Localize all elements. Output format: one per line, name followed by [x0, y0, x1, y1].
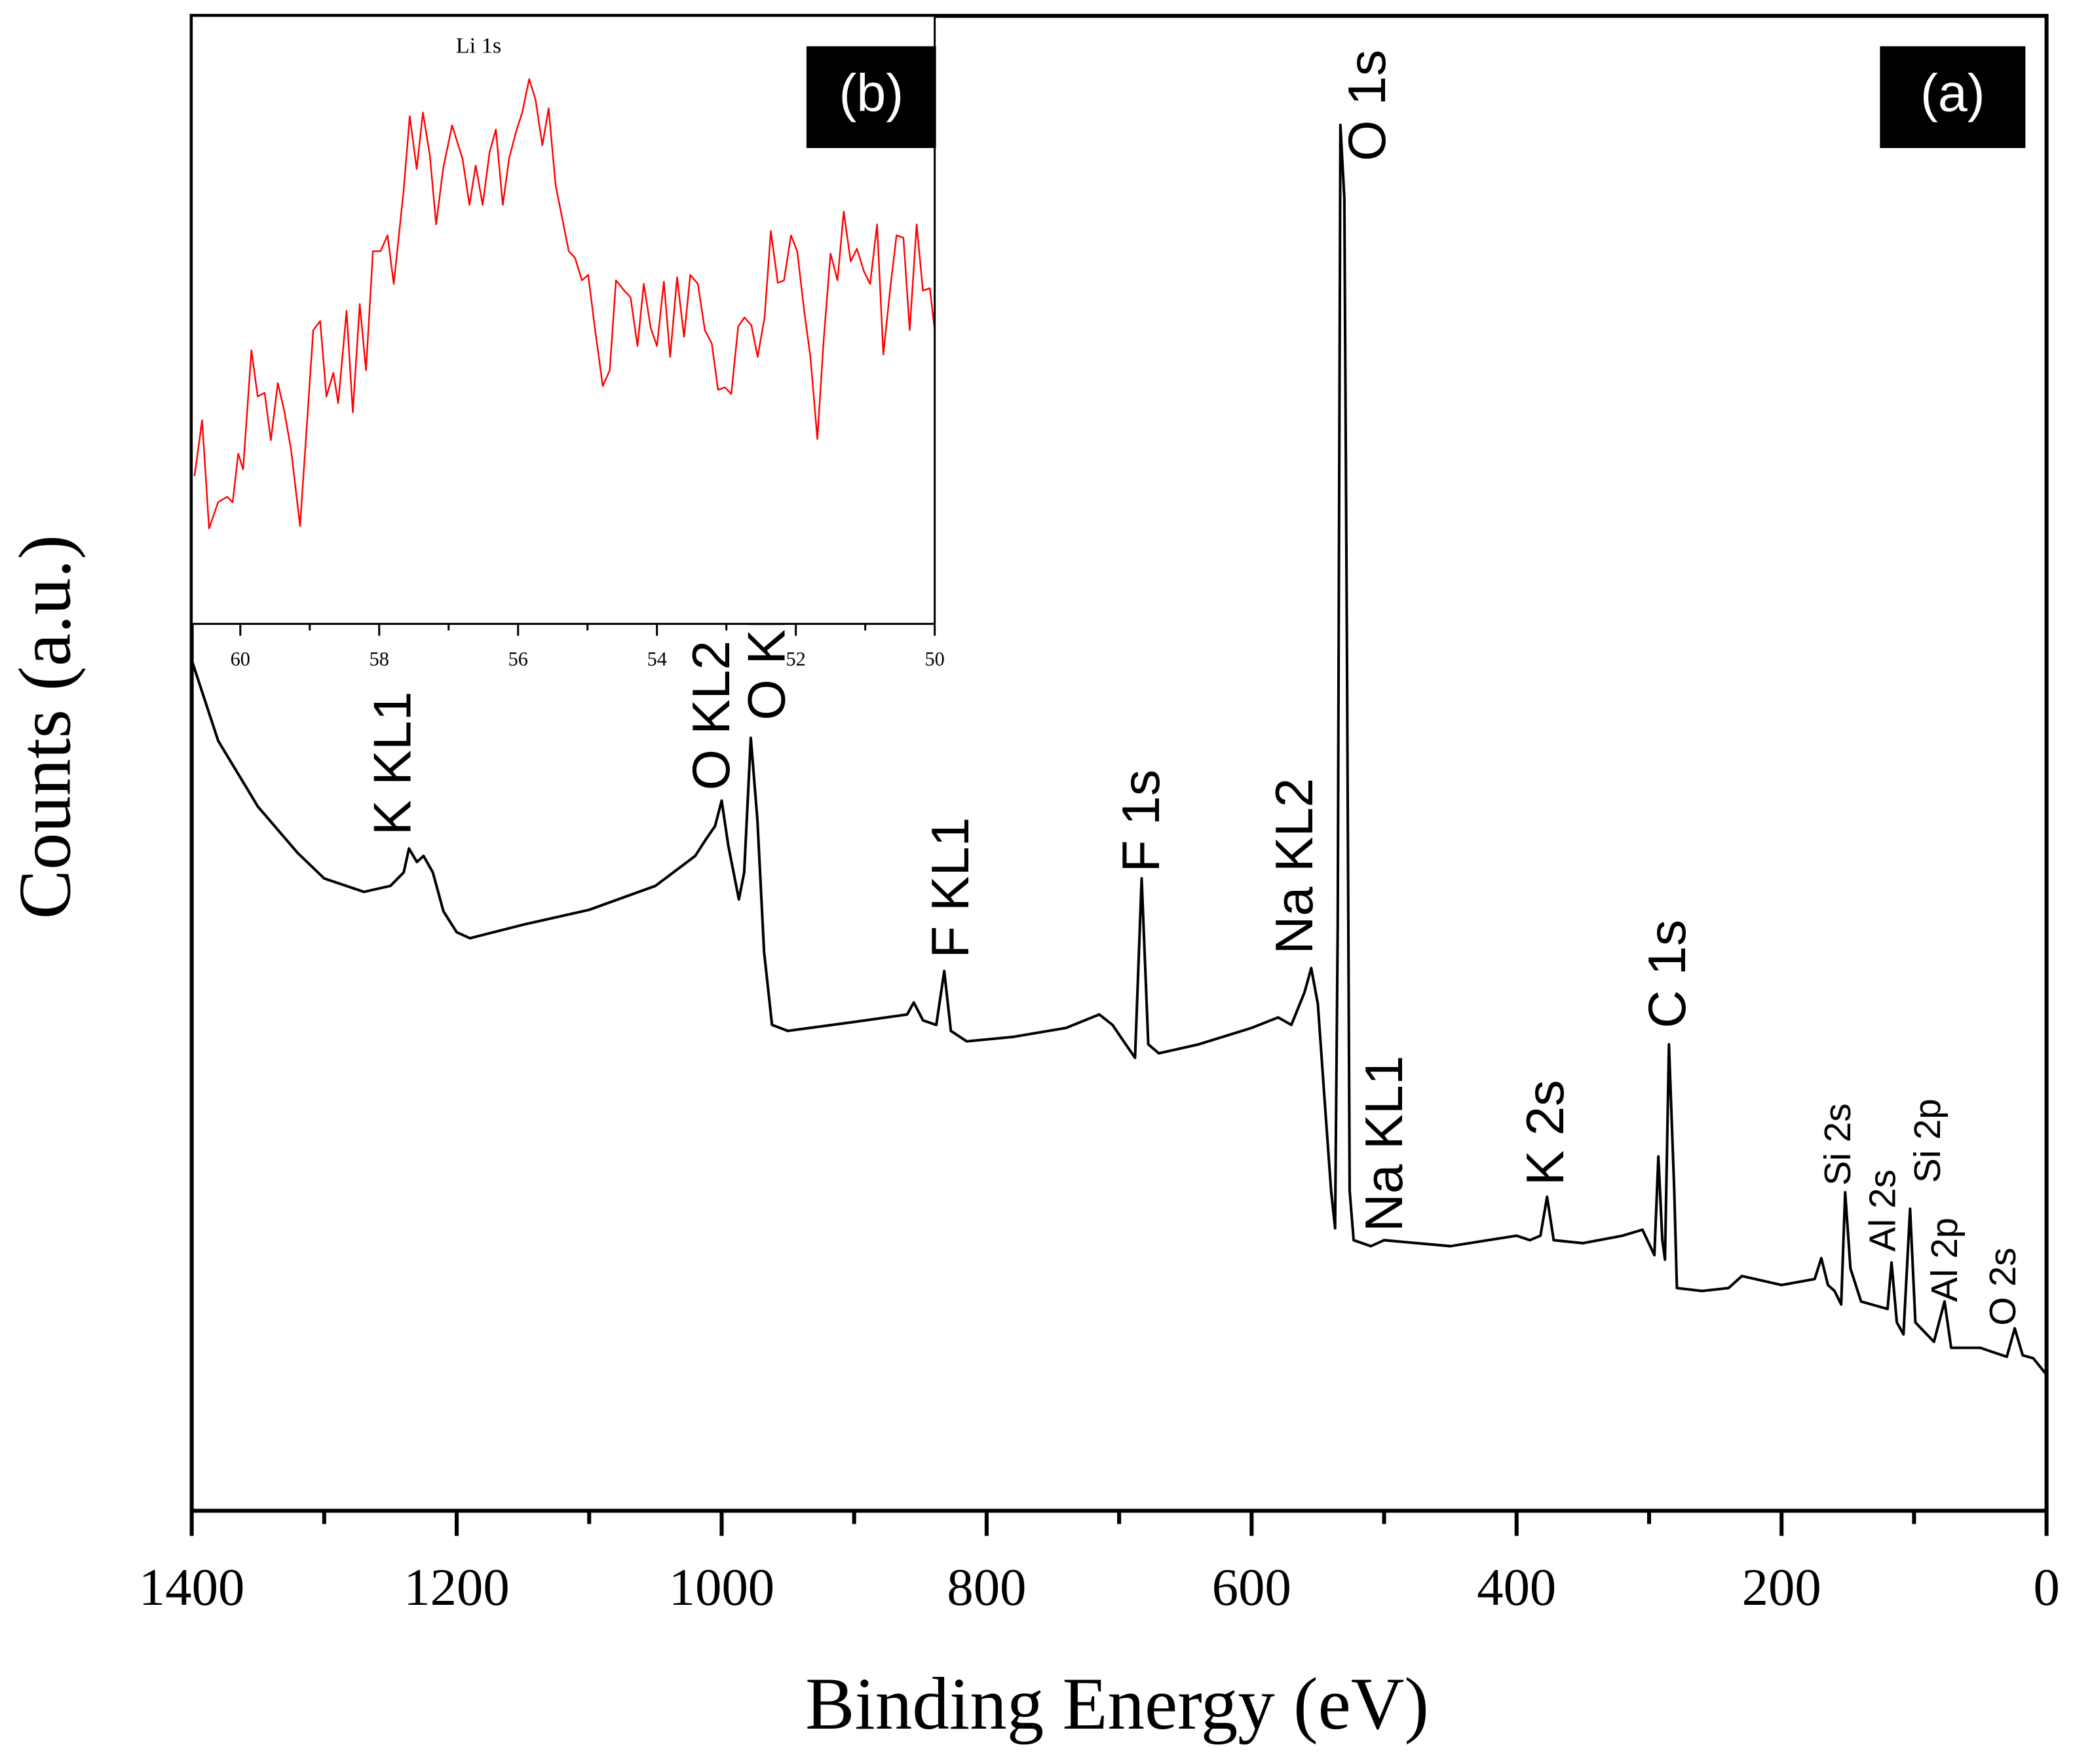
x-tick-label: 0 [2033, 1558, 2059, 1617]
x-tick-label: 200 [1742, 1558, 1821, 1617]
spectrum-line [193, 78, 936, 529]
plot: 60 58 56 54 52 50 Li 1s (b) [191, 14, 945, 670]
plot-frame [191, 14, 936, 625]
peak-annotation: Si 2s [1817, 1103, 1858, 1186]
peak-annotation: F 1s [1112, 770, 1171, 873]
panel-label: (b) [839, 64, 903, 123]
plot: 1400 1200 1000 800 600 400 200 0 (a) K KL1 O KL2 O … [139, 14, 2060, 1617]
x-tick-label: 600 [1212, 1558, 1291, 1617]
inset-title: Li 1s [456, 33, 502, 58]
peak-annotation: O KL2 [682, 641, 741, 791]
panel-label-box [806, 46, 936, 148]
x-tick-label: 56 [508, 648, 528, 670]
peak-annotation: C 1s [1638, 920, 1697, 1028]
peak-annotation: Na KL1 [1355, 1055, 1414, 1231]
x-tick-label: 58 [370, 648, 389, 670]
peak-annotation: Na KL2 [1265, 778, 1324, 954]
peak-annotation: K 2s [1516, 1079, 1575, 1186]
x-tick-label: 1000 [669, 1558, 774, 1617]
x-tick-label: 400 [1477, 1558, 1556, 1617]
peak-annotation: Al 2p [1924, 1218, 1965, 1302]
x-tick-label: 1400 [139, 1558, 244, 1617]
peak-annotation: O 2s [1982, 1248, 2023, 1326]
x-tick-label: 54 [647, 648, 667, 670]
x-tick-label: 50 [925, 648, 945, 670]
panel-label: (a) [1920, 64, 1985, 123]
spectrum-line [190, 123, 2048, 1376]
x-tick-label: 60 [231, 648, 250, 670]
peak-annotation: O 1s [1338, 50, 1397, 161]
panel-label-box [1880, 46, 2026, 148]
peak-annotation: F KL1 [921, 817, 980, 958]
y-axis-label: Counts (a.u.) [5, 535, 86, 919]
x-tick-label: 1200 [404, 1558, 509, 1617]
x-axis-label: Binding Energy (eV) [805, 1663, 1429, 1745]
peak-annotation: K KL1 [364, 691, 423, 835]
peak-annotation: Al 2s [1861, 1169, 1903, 1252]
x-tick-label: 800 [947, 1558, 1026, 1617]
peak-annotation: Si 2p [1907, 1098, 1948, 1183]
x-tick-label: 52 [786, 648, 806, 670]
